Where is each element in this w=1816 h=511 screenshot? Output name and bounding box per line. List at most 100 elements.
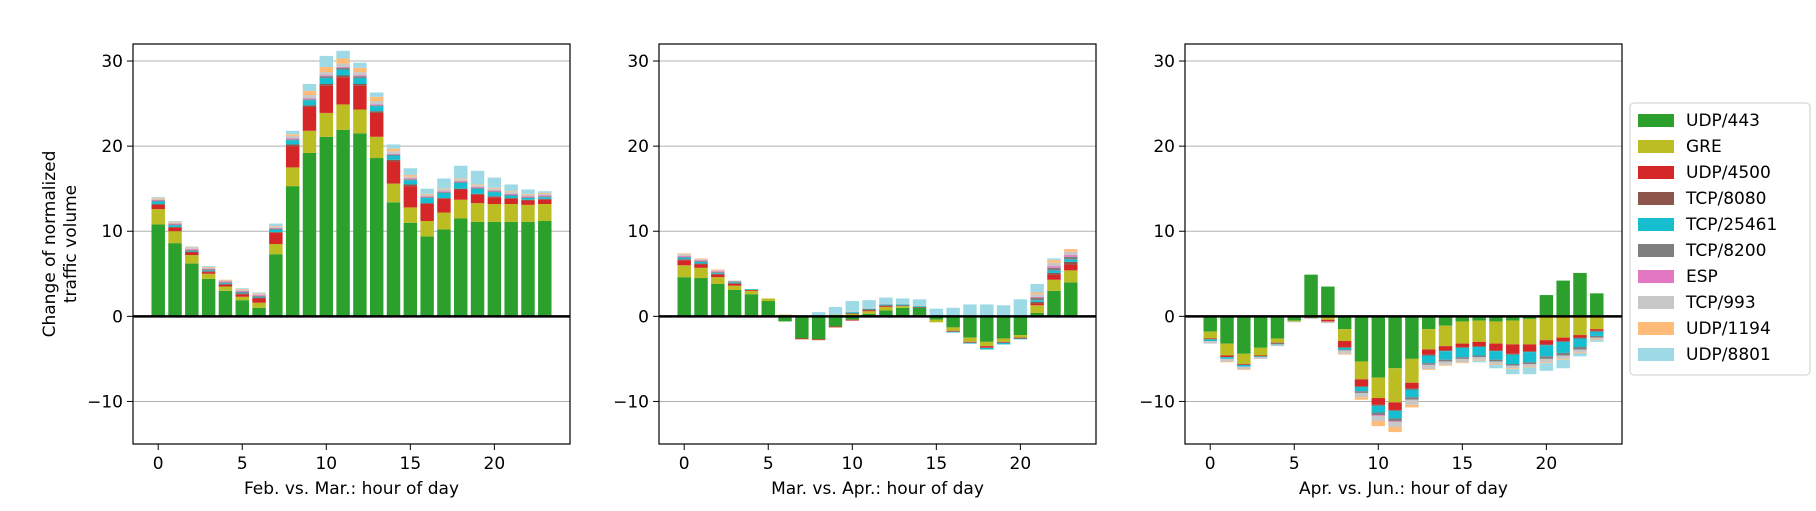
y-tick-label: 30 xyxy=(1153,52,1175,72)
bar-udp-4500-h12 xyxy=(353,85,367,110)
bar-tcp-8080-h12 xyxy=(1405,388,1419,390)
bar-tcp-8080-h11 xyxy=(336,75,350,78)
legend-item-udp-4500: UDP/4500 xyxy=(1638,163,1771,183)
legend-label: ESP xyxy=(1686,267,1718,287)
bar-udp-4500-h10 xyxy=(845,319,860,321)
bar-udp-1194-h21 xyxy=(504,191,518,193)
legend-item-tcp-8080: TCP/8080 xyxy=(1638,189,1767,209)
y-tick-label: −10 xyxy=(613,392,649,412)
bar-udp-1194-h12 xyxy=(1405,404,1419,408)
plot-frame xyxy=(132,43,571,445)
legend-swatch xyxy=(1638,192,1674,205)
bar-esp-h0 xyxy=(151,199,165,201)
bar-tcp-8200-h22 xyxy=(521,197,535,199)
bar-gre-h14 xyxy=(386,183,401,203)
bar-esp-h17 xyxy=(437,191,451,193)
y-tick-label: 10 xyxy=(101,222,123,242)
bar-esp-h1 xyxy=(694,260,708,262)
legend-label: TCP/993 xyxy=(1685,293,1756,313)
bar-tcp-25461-h7 xyxy=(269,229,283,233)
bar-udp-1194-h7 xyxy=(269,226,283,227)
bar-tcp-993-h12 xyxy=(1405,399,1419,405)
bar-udp-4500-h21 xyxy=(1030,303,1044,306)
bar-tcp-25461-h14 xyxy=(386,155,401,160)
bar-tcp-8080-h13 xyxy=(1421,354,1436,356)
bar-udp-443-h21 xyxy=(504,221,518,317)
legend-label: TCP/8200 xyxy=(1685,241,1767,261)
bar-tcp-993-h13 xyxy=(1421,364,1436,370)
x-tick-label: 5 xyxy=(763,454,774,474)
bar-gre-h16 xyxy=(420,221,434,237)
bar-tcp-993-h21 xyxy=(504,192,518,194)
bar-udp-8801-h5 xyxy=(235,288,249,290)
bar-udp-1194-h17 xyxy=(437,188,451,190)
bar-udp-8801-h19 xyxy=(996,305,1011,317)
bar-tcp-25461-h11 xyxy=(336,69,350,76)
bar-udp-443-h2 xyxy=(185,263,199,317)
bar-udp-1194-h15 xyxy=(1455,362,1470,364)
bar-tcp-993-h6 xyxy=(1304,318,1318,319)
y-tick-label: −10 xyxy=(87,392,123,412)
bar-tcp-25461-h23 xyxy=(1064,259,1078,262)
bar-tcp-8200-h7 xyxy=(269,228,283,230)
bar-tcp-8080-h14 xyxy=(386,159,401,162)
bar-tcp-993-h17 xyxy=(437,189,451,192)
bar-udp-4500-h7 xyxy=(1321,319,1335,322)
bar-tcp-993-h13 xyxy=(895,303,910,305)
bar-gre-h1 xyxy=(168,231,182,244)
bar-udp-8801-h10 xyxy=(319,55,334,67)
bar-udp-443-h13 xyxy=(1421,316,1436,330)
bar-tcp-8200-h19 xyxy=(470,187,485,189)
bar-udp-8801-h17 xyxy=(437,178,451,189)
bar-tcp-8200-h1 xyxy=(694,261,708,262)
bar-tcp-25461-h23 xyxy=(538,197,552,199)
bar-udp-443-h4 xyxy=(744,294,759,317)
bar-gre-h22 xyxy=(1573,316,1587,336)
bar-tcp-8080-h18 xyxy=(1506,353,1520,355)
bar-udp-443-h23 xyxy=(1064,282,1078,317)
bar-udp-4500-h7 xyxy=(795,338,809,340)
bar-udp-8801-h6 xyxy=(252,292,266,294)
bar-tcp-8080-h13 xyxy=(895,305,910,307)
bar-tcp-8200-h10 xyxy=(1371,412,1386,416)
bar-tcp-8200-h9 xyxy=(1354,391,1369,393)
bar-gre-h17 xyxy=(1489,321,1503,344)
legend-swatch xyxy=(1638,322,1674,335)
bar-tcp-993-h2 xyxy=(711,270,725,272)
bar-udp-4500-h15 xyxy=(1455,343,1470,347)
bar-tcp-993-h7 xyxy=(1321,321,1335,324)
legend-frame xyxy=(1629,102,1811,376)
bar-tcp-993-h17 xyxy=(1489,361,1503,364)
x-tick-label: 15 xyxy=(1452,454,1474,474)
x-tick-label: 10 xyxy=(315,454,337,474)
bar-udp-4500-h13 xyxy=(1421,349,1436,355)
legend-item-udp-1194: UDP/1194 xyxy=(1638,319,1771,339)
bar-esp-h10 xyxy=(1371,415,1386,416)
bar-udp-8801-h18 xyxy=(980,304,994,317)
bar-udp-4500-h9 xyxy=(828,326,843,328)
bar-udp-8801-h3 xyxy=(201,266,216,267)
bar-udp-8801-h16 xyxy=(420,188,434,194)
legend-item-tcp-8200: TCP/8200 xyxy=(1638,241,1767,261)
bar-udp-443-h11 xyxy=(1388,316,1402,369)
bar-udp-8801-h12 xyxy=(353,62,367,68)
bar-udp-4500-h0 xyxy=(677,260,691,266)
bar-tcp-8200-h8 xyxy=(285,139,300,141)
x-tick-label: 5 xyxy=(1289,454,1300,474)
bar-udp-8801-h18 xyxy=(1506,369,1520,375)
bar-udp-8801-h16 xyxy=(946,307,960,317)
bar-udp-4500-h3 xyxy=(727,284,742,286)
bar-tcp-25461-h22 xyxy=(1573,338,1587,347)
bar-udp-1194-h6 xyxy=(252,293,266,295)
bar-udp-8801-h15 xyxy=(403,168,418,176)
bar-udp-8801-h8 xyxy=(811,312,826,316)
bar-udp-1194-h22 xyxy=(521,193,535,195)
bar-tcp-25461-h17 xyxy=(963,342,977,344)
bar-tcp-993-h19 xyxy=(1522,364,1537,367)
bar-tcp-993-h2 xyxy=(185,248,199,250)
bar-tcp-25461-h16 xyxy=(1472,346,1486,356)
bar-udp-4500-h19 xyxy=(470,194,485,204)
bar-tcp-993-h11 xyxy=(1388,421,1402,427)
bar-udp-443-h11 xyxy=(336,129,350,317)
bar-tcp-993-h7 xyxy=(269,226,283,228)
